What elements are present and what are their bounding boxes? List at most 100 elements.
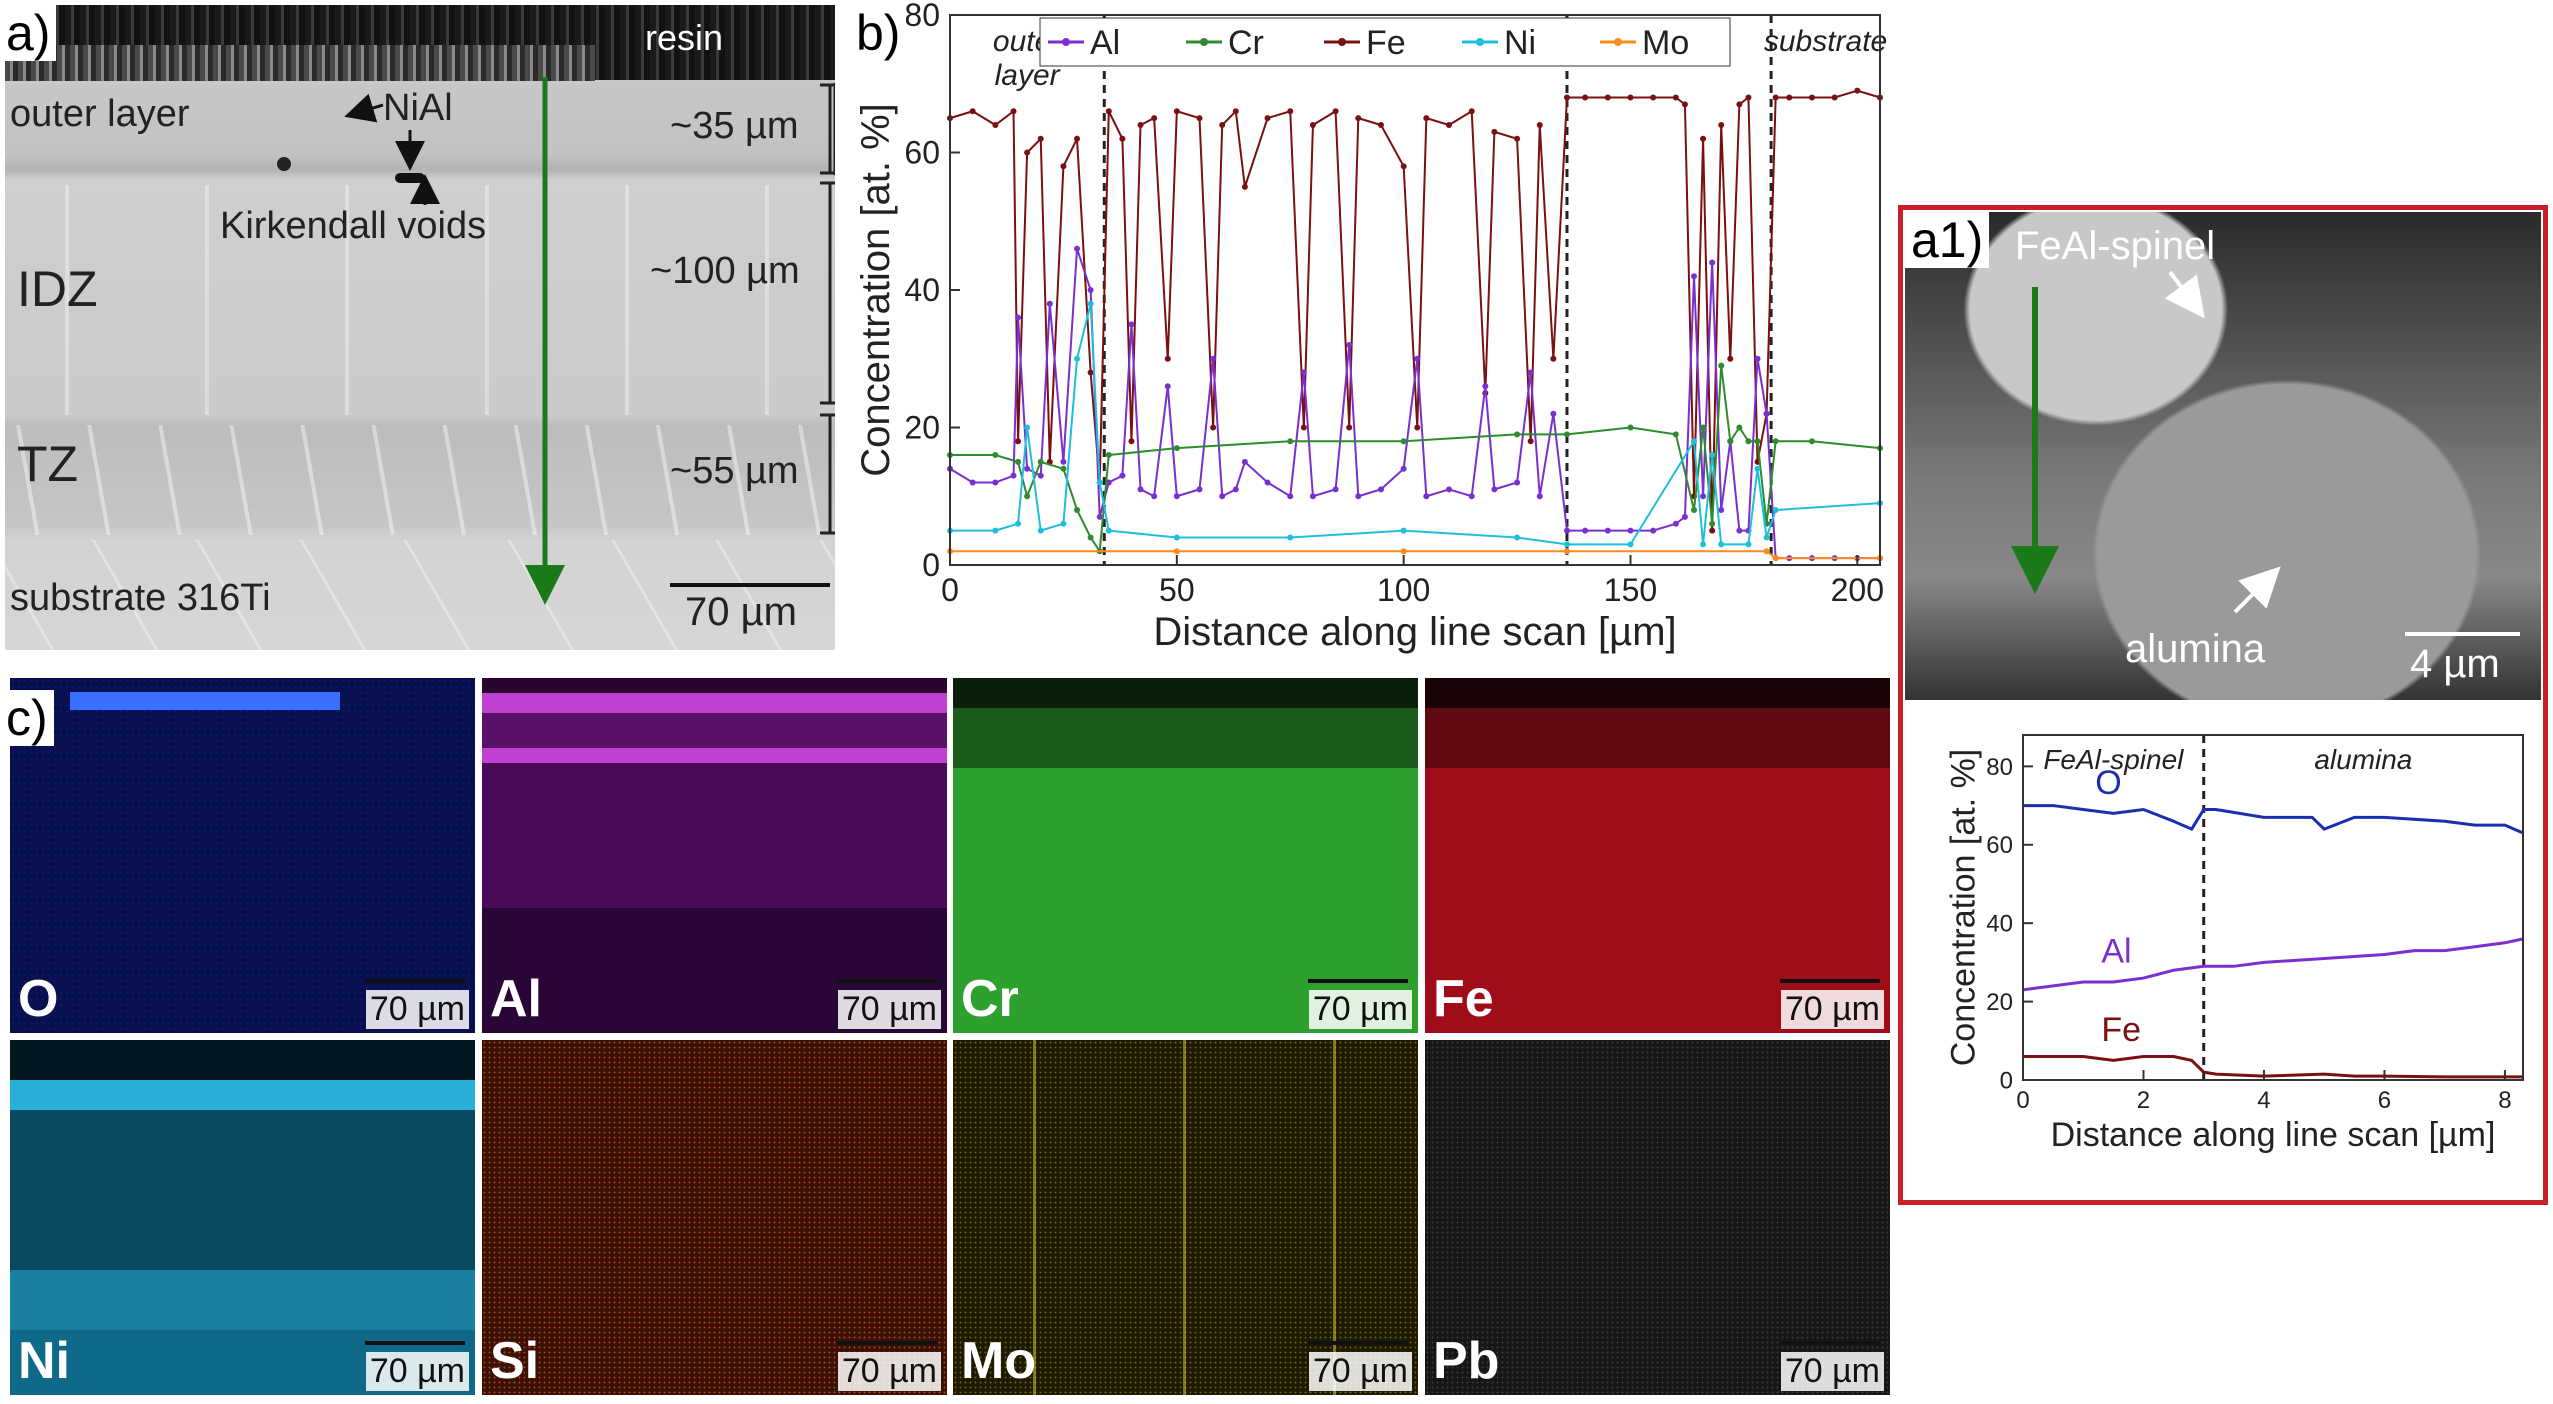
legend-marker-mo (1614, 38, 1622, 46)
panel-c-letter: c) (0, 690, 54, 746)
map-element-label: O (18, 970, 59, 1028)
data-point-al (1754, 355, 1761, 362)
x-axis-label: Distance along line scan [µm] (2051, 1116, 2496, 1154)
map-o: O 70 µm (10, 678, 475, 1033)
void (277, 157, 291, 171)
data-point-al (1582, 527, 1589, 534)
data-point-cr (1727, 438, 1734, 445)
data-point-al (1763, 410, 1770, 417)
data-point-al (1074, 245, 1081, 252)
a1-scale-label: 4 µm (2410, 642, 2500, 686)
data-point-al (1377, 486, 1384, 493)
data-point-cr (1105, 452, 1112, 458)
data-point-al (1414, 355, 1421, 362)
data-point-ni (1173, 534, 1180, 541)
data-point-fe (1563, 94, 1570, 101)
data-point-al (1355, 493, 1362, 500)
data-point-ni (1772, 507, 1779, 513)
legend-marker-ni (1476, 38, 1484, 46)
series-label-al: Al (2101, 932, 2131, 970)
map-ni: Ni 70 µm (10, 1040, 475, 1395)
nial-label: NiAl (383, 87, 453, 129)
idz-label: IDZ (17, 261, 98, 317)
data-point-mo (1400, 548, 1407, 555)
data-point-al (1210, 355, 1217, 362)
data-point-ni (1514, 534, 1521, 541)
x-tick-label: 100 (1377, 572, 1430, 608)
map-fe: Fe 70 µm (1425, 678, 1890, 1033)
thickness-outer: ~35 µm (670, 105, 799, 147)
spinel-label: FeAl-spinel (2015, 224, 2216, 268)
data-point-al (1151, 493, 1158, 500)
data-point-fe (1074, 135, 1081, 142)
data-point-fe (1527, 438, 1534, 445)
region-label: FeAl-spinel (2043, 744, 2184, 775)
panel-a-letter: a) (0, 5, 57, 61)
map-scale-label: 70 µm (837, 1352, 941, 1391)
map-scale-label: 70 µm (1308, 1352, 1412, 1391)
data-point-al (1128, 321, 1135, 328)
data-point-fe (1346, 424, 1353, 431)
data-point-fe (1468, 108, 1475, 115)
panel-a-annotations (344, 77, 835, 605)
sem-spinel-image: FeAl-spinel alumina 4 µm (1905, 212, 2541, 700)
data-point-cr (1627, 424, 1634, 431)
data-point-cr (1400, 438, 1407, 445)
legend-marker-fe (1338, 38, 1346, 46)
data-point-cr (1287, 438, 1294, 445)
data-point-fe (1241, 183, 1248, 190)
data-point-fe (1831, 94, 1838, 101)
map-al: Al 70 µm (482, 678, 947, 1033)
data-point-fe (1377, 122, 1384, 128)
legend-marker-cr (1200, 38, 1208, 46)
data-point-ni (992, 527, 999, 534)
kirkendall-label: Kirkendall voids (220, 205, 487, 247)
x-tick-label: 0 (2016, 1087, 2029, 1114)
data-point-al (1119, 472, 1126, 479)
map-scale-label: 70 µm (1308, 990, 1412, 1029)
corrosion-scale (5, 45, 595, 81)
data-point-al (1332, 486, 1339, 493)
data-point-al (1604, 527, 1611, 534)
data-point-mo (1173, 548, 1180, 555)
data-point-fe (1681, 101, 1688, 108)
data-point-cr (1709, 520, 1716, 527)
sem-cross-section: resin outer layer NiAl Kirkendall voids … (5, 5, 835, 650)
data-point-fe (1232, 108, 1239, 115)
tz-label: TZ (17, 436, 79, 492)
a1-scale-bar (2405, 632, 2520, 636)
data-point-al (1015, 314, 1022, 321)
data-point-fe (1736, 101, 1743, 108)
data-point-fe (1119, 135, 1126, 142)
y-tick-label: 80 (1986, 754, 2013, 781)
data-point-cr (1672, 431, 1679, 438)
data-point-fe (1700, 135, 1707, 142)
data-point-cr (1514, 431, 1521, 438)
y-tick-label: 40 (1986, 911, 2013, 938)
map-mo: Mo 70 µm (953, 1040, 1418, 1395)
data-point-al (1400, 465, 1407, 472)
data-point-fe (1332, 108, 1339, 115)
data-point-cr (992, 452, 999, 458)
data-point-cr (1060, 465, 1067, 472)
map-scale-label: 70 µm (837, 990, 941, 1029)
data-point-fe (1414, 424, 1421, 431)
data-point-fe (1287, 108, 1294, 115)
series-line-o (2023, 804, 2524, 835)
data-point-al (992, 479, 999, 486)
data-point-mo (1772, 555, 1779, 562)
data-point-fe (1786, 94, 1793, 101)
legend-label-al: Al (1090, 24, 1120, 62)
data-point-ni (1037, 527, 1044, 534)
panel-a1-letter: a1) (1905, 212, 1990, 268)
data-point-al (1550, 410, 1557, 417)
panel-a1-annotations (2011, 270, 2281, 614)
map-element-label: Mo (961, 1332, 1037, 1390)
x-tick-label: 200 (1831, 572, 1884, 608)
data-point-cr (1037, 458, 1044, 465)
data-point-fe (992, 122, 999, 128)
x-tick-label: 150 (1604, 572, 1657, 608)
plot-frame (2022, 734, 2524, 1081)
data-point-fe (1672, 94, 1679, 101)
map-scale-label: 70 µm (365, 990, 469, 1029)
